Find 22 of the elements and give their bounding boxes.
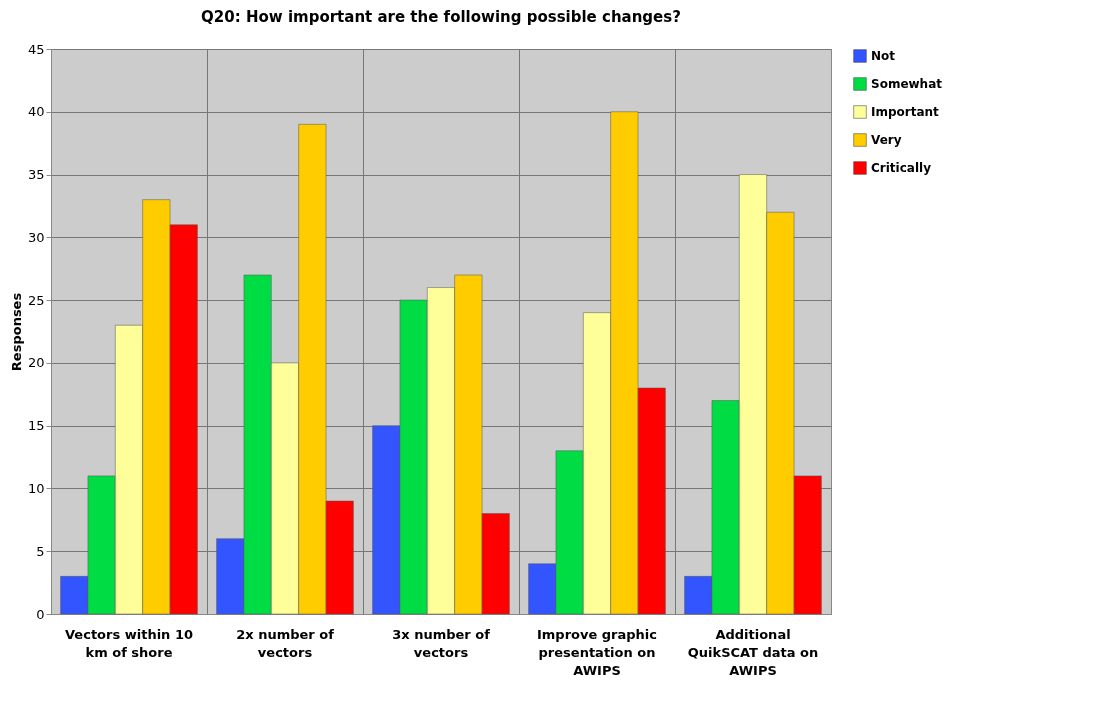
- y-tick-label: 5: [36, 543, 45, 559]
- y-tick-label: 15: [27, 418, 45, 434]
- y-tick-label: 0: [36, 606, 45, 622]
- y-axis-title: Responses: [8, 292, 24, 372]
- y-tick-label: 30: [27, 229, 45, 245]
- legend-label: Not: [871, 49, 896, 63]
- x-tick-label: Additional QuikSCAT data on AWIPS: [687, 626, 819, 678]
- y-tick-label: 25: [27, 292, 45, 308]
- x-tick-label: Improve graphic presentation on AWIPS: [536, 626, 658, 678]
- x-tick-label: 2x number of vectors: [236, 626, 335, 660]
- y-tick-label: 45: [27, 41, 45, 57]
- y-tick-label: 40: [27, 104, 45, 120]
- x-tick-label: Vectors within 10 km of shore: [65, 626, 193, 660]
- legend-label: Important: [871, 105, 940, 119]
- legend-label: Very: [871, 133, 902, 147]
- x-tick-label: 3x number of vectors: [392, 626, 491, 660]
- legend-label: Critically: [871, 161, 932, 175]
- chart-title: Q20: How important are the following possible changes?: [201, 8, 681, 26]
- y-tick-label: 10: [27, 480, 45, 496]
- legend-label: Somewhat: [871, 77, 943, 91]
- y-tick-label: 20: [27, 355, 45, 371]
- y-tick-label: 35: [27, 167, 45, 183]
